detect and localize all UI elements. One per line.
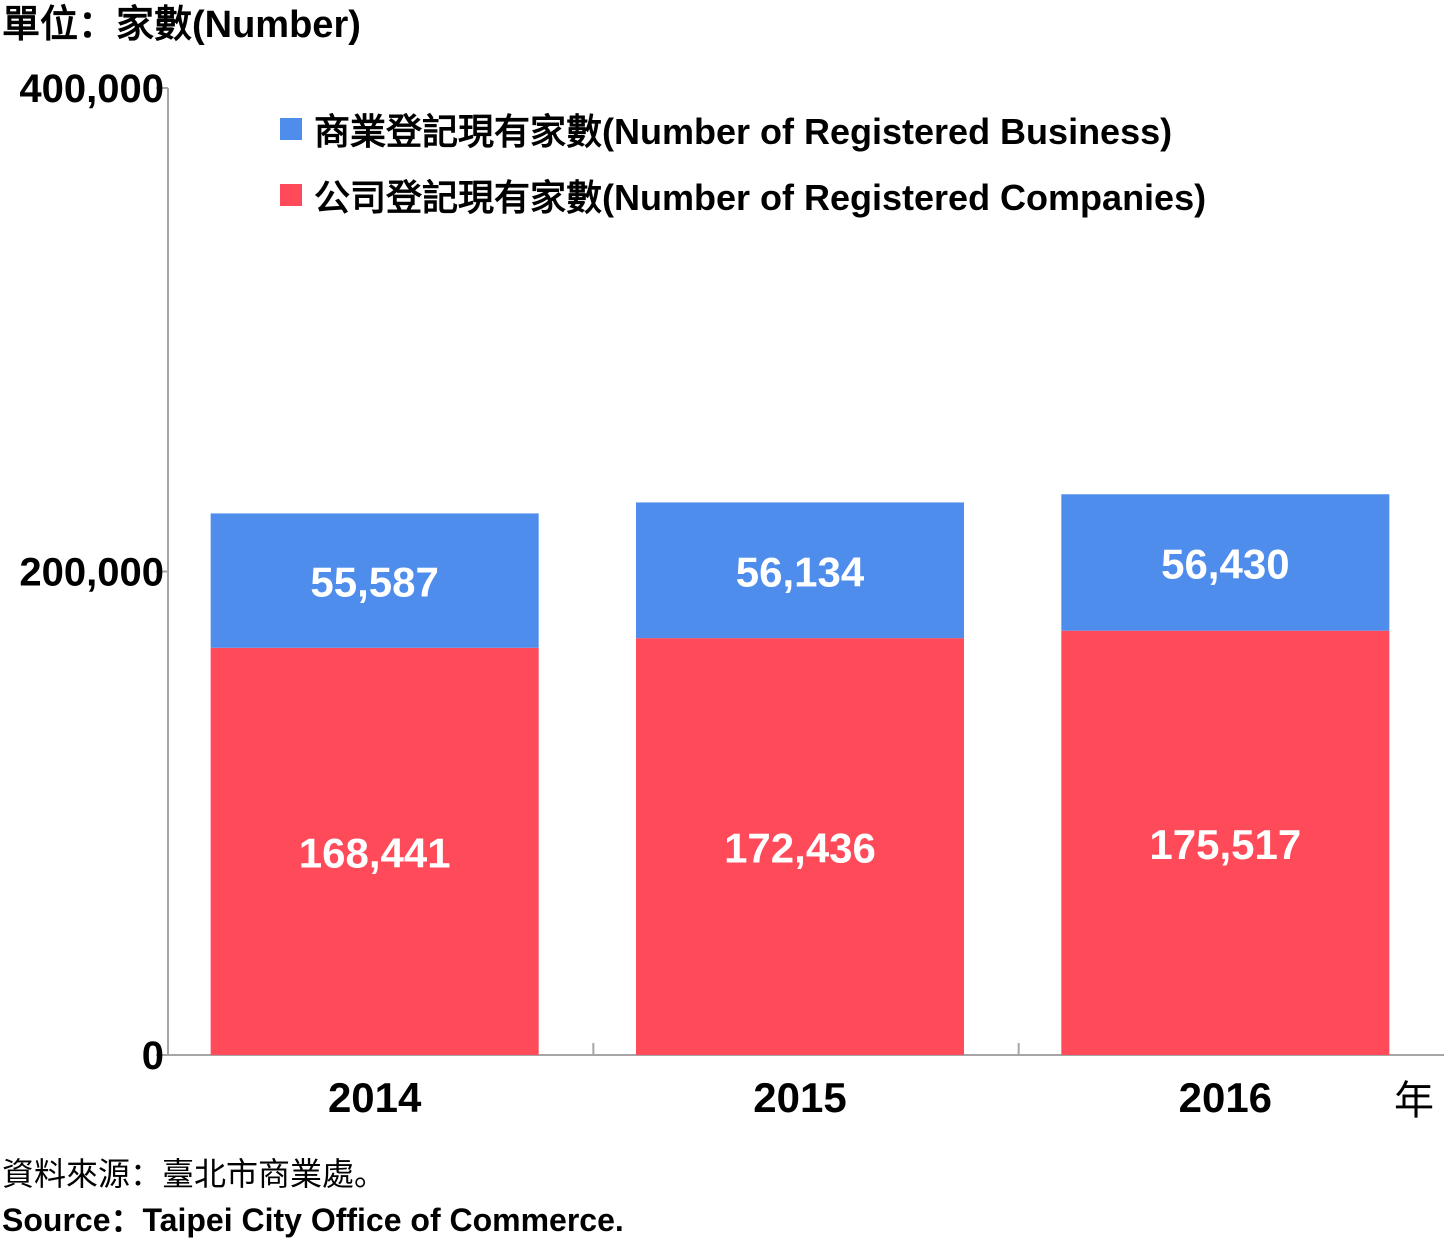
y-tick-label: 0	[142, 1034, 164, 1078]
legend-swatch-business	[280, 118, 302, 140]
source-en: Source：Taipei City Office of Commerce.	[2, 1202, 624, 1238]
legend-item-business: 商業登記現有家數(Number of Registered Business)	[280, 104, 1206, 154]
y-tick-label: 400,000	[19, 67, 164, 111]
data-label-business-2014: 55,587	[310, 559, 438, 606]
y-tick-label: 200,000	[19, 551, 164, 595]
source-zh: 資料來源：臺北市商業處。	[2, 1156, 387, 1192]
x-tick-label-2014: 2014	[328, 1074, 422, 1121]
x-tick-label-2016: 2016	[1179, 1074, 1272, 1121]
bar-business-2015	[636, 502, 964, 639]
unit-label: 單位：家數(Number)	[2, 4, 361, 46]
x-unit-label: 年	[1394, 1078, 1434, 1124]
bar-business-2016	[1061, 494, 1390, 631]
legend-label-business: 商業登記現有家數(Number of Registered Business)	[314, 111, 1173, 152]
x-tick-label-2015: 2015	[753, 1074, 846, 1121]
bar-companies-2016	[1061, 630, 1390, 1055]
legend: 商業登記現有家數(Number of Registered Business) …	[280, 104, 1206, 236]
bar-business-2014	[210, 513, 539, 648]
bar-companies-2015	[636, 638, 964, 1055]
legend-swatch-companies	[280, 184, 302, 206]
legend-item-companies: 公司登記現有家數(Number of Registered Companies)	[280, 170, 1206, 220]
bar-companies-2014	[210, 647, 539, 1055]
data-label-companies-2014: 168,441	[299, 829, 451, 876]
data-label-companies-2015: 172,436	[724, 825, 876, 872]
data-label-business-2016: 56,430	[1161, 540, 1289, 587]
data-label-companies-2016: 175,517	[1149, 821, 1301, 868]
data-label-business-2015: 56,134	[736, 548, 865, 595]
legend-label-companies: 公司登記現有家數(Number of Registered Companies)	[314, 177, 1207, 218]
